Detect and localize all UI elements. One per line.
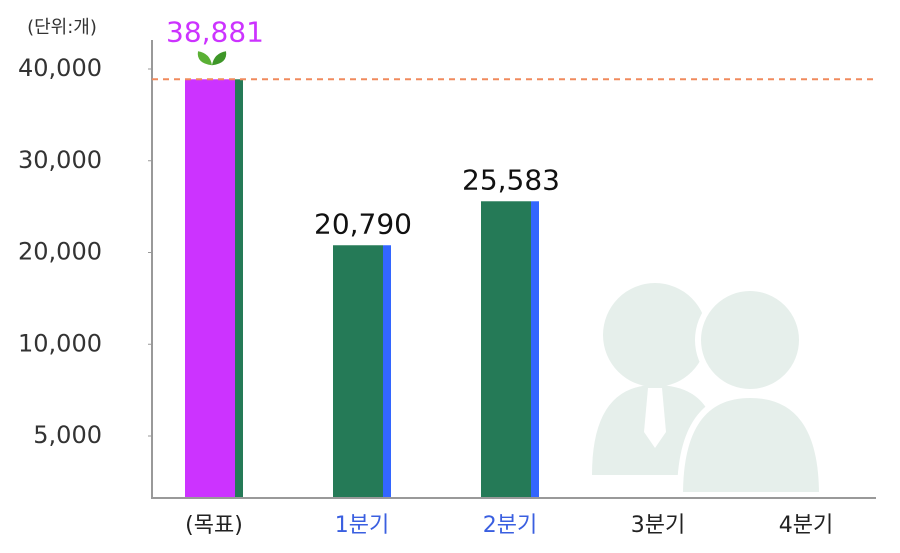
x-tick-label: 3분기 — [631, 513, 685, 538]
bar-accent — [383, 245, 391, 497]
value-label: 25,583 — [462, 163, 560, 196]
bar-accent — [235, 79, 243, 498]
x-tick-label: (목표) — [185, 513, 243, 538]
value-label: 20,790 — [314, 207, 412, 240]
leaf-icon — [197, 51, 227, 66]
y-tick-label: 20,000 — [18, 238, 102, 266]
x-tick-label: 4분기 — [779, 513, 833, 538]
y-tick-label: 40,000 — [18, 54, 102, 82]
leaf — [212, 51, 227, 66]
bar — [185, 79, 235, 498]
leaf — [197, 51, 212, 66]
value-label: 38,881 — [166, 15, 264, 48]
y-tick-label: 30,000 — [18, 146, 102, 174]
unit-label: (단위:개) — [27, 17, 97, 38]
x-tick-label: 1분기 — [335, 513, 389, 538]
person-icon — [592, 283, 826, 498]
bar — [333, 245, 383, 497]
y-tick-label: 10,000 — [18, 329, 102, 357]
x-tick-label: 2분기 — [483, 513, 537, 538]
bar — [481, 201, 531, 497]
y-tick-label: 5,000 — [33, 421, 102, 449]
bar-accent — [531, 201, 539, 497]
